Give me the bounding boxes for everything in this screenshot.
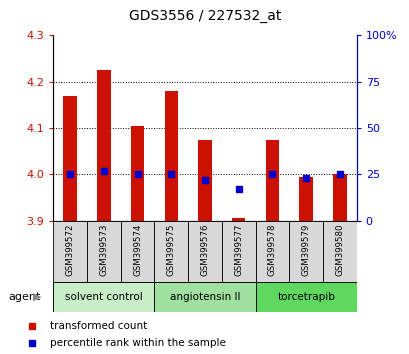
Text: agent: agent (8, 292, 40, 302)
Bar (221, 221, 255, 282)
Text: GSM399579: GSM399579 (301, 224, 310, 276)
Text: GSM399578: GSM399578 (267, 224, 276, 276)
Bar (231, 218, 245, 221)
Bar (53, 221, 87, 282)
Bar (154, 221, 188, 282)
Text: transformed count: transformed count (50, 321, 147, 331)
Text: angiotensin II: angiotensin II (169, 292, 240, 302)
Text: torcetrapib: torcetrapib (276, 292, 334, 302)
Bar (322, 221, 356, 282)
Bar (188, 221, 221, 282)
Bar (255, 282, 356, 312)
Bar (289, 221, 322, 282)
Bar (130, 126, 144, 221)
Text: percentile rank within the sample: percentile rank within the sample (50, 338, 225, 348)
Bar (154, 282, 255, 312)
Bar (198, 139, 211, 221)
Text: GSM399572: GSM399572 (65, 224, 74, 276)
Bar (53, 282, 154, 312)
Bar (97, 70, 110, 221)
Text: GSM399577: GSM399577 (234, 224, 243, 276)
Bar (265, 139, 279, 221)
Text: ▶: ▶ (33, 292, 41, 302)
Bar (120, 221, 154, 282)
Bar (299, 177, 312, 221)
Text: GSM399575: GSM399575 (166, 224, 175, 276)
Bar (255, 221, 289, 282)
Text: GSM399574: GSM399574 (133, 224, 142, 276)
Bar (164, 91, 178, 221)
Text: GSM399580: GSM399580 (335, 224, 344, 276)
Text: solvent control: solvent control (65, 292, 142, 302)
Text: GSM399573: GSM399573 (99, 224, 108, 276)
Bar (87, 221, 120, 282)
Text: GDS3556 / 227532_at: GDS3556 / 227532_at (128, 9, 281, 23)
Bar (332, 174, 346, 221)
Bar (63, 96, 77, 221)
Text: GSM399576: GSM399576 (200, 224, 209, 276)
